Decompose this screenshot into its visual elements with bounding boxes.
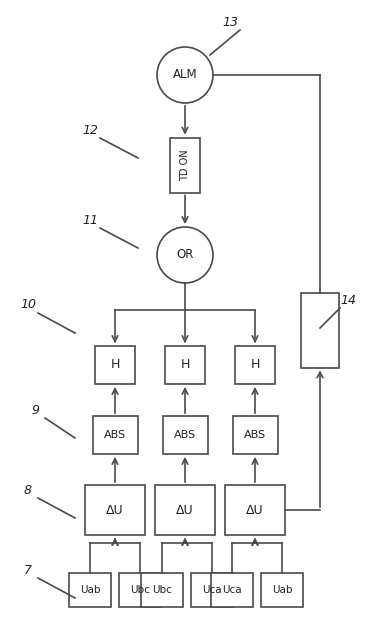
FancyBboxPatch shape: [233, 416, 278, 454]
FancyBboxPatch shape: [225, 485, 285, 535]
FancyBboxPatch shape: [170, 138, 200, 192]
Text: 8: 8: [24, 483, 32, 497]
FancyBboxPatch shape: [162, 416, 207, 454]
Text: 10: 10: [20, 299, 36, 312]
Text: ΔU: ΔU: [176, 503, 194, 517]
Text: ΔU: ΔU: [246, 503, 264, 517]
FancyBboxPatch shape: [95, 346, 135, 384]
Text: ABS: ABS: [104, 430, 126, 440]
FancyBboxPatch shape: [165, 346, 205, 384]
FancyBboxPatch shape: [211, 573, 253, 607]
FancyBboxPatch shape: [261, 573, 303, 607]
Text: Uab: Uab: [272, 585, 292, 595]
Text: H: H: [250, 358, 260, 372]
Text: 14: 14: [340, 294, 356, 306]
Text: ALM: ALM: [173, 69, 197, 81]
Text: Uab: Uab: [80, 585, 100, 595]
FancyBboxPatch shape: [155, 485, 215, 535]
FancyBboxPatch shape: [191, 573, 233, 607]
FancyBboxPatch shape: [69, 573, 111, 607]
Text: ΔU: ΔU: [106, 503, 124, 517]
Circle shape: [157, 227, 213, 283]
FancyBboxPatch shape: [301, 292, 339, 367]
Text: Uca: Uca: [202, 585, 222, 595]
Text: Ubc: Ubc: [130, 585, 150, 595]
Text: TD ON: TD ON: [180, 149, 190, 181]
FancyBboxPatch shape: [119, 573, 161, 607]
Text: Uca: Uca: [222, 585, 242, 595]
FancyBboxPatch shape: [141, 573, 183, 607]
FancyBboxPatch shape: [85, 485, 145, 535]
Text: 12: 12: [82, 124, 98, 137]
FancyBboxPatch shape: [235, 346, 275, 384]
Text: OR: OR: [176, 249, 194, 262]
Text: H: H: [110, 358, 120, 372]
Text: ABS: ABS: [244, 430, 266, 440]
Text: H: H: [180, 358, 190, 372]
Text: 9: 9: [31, 403, 39, 417]
FancyBboxPatch shape: [92, 416, 138, 454]
Circle shape: [157, 47, 213, 103]
Text: 13: 13: [222, 15, 238, 28]
Text: 11: 11: [82, 213, 98, 226]
Text: Ubc: Ubc: [152, 585, 172, 595]
Text: ABS: ABS: [174, 430, 196, 440]
Text: 7: 7: [24, 563, 32, 576]
